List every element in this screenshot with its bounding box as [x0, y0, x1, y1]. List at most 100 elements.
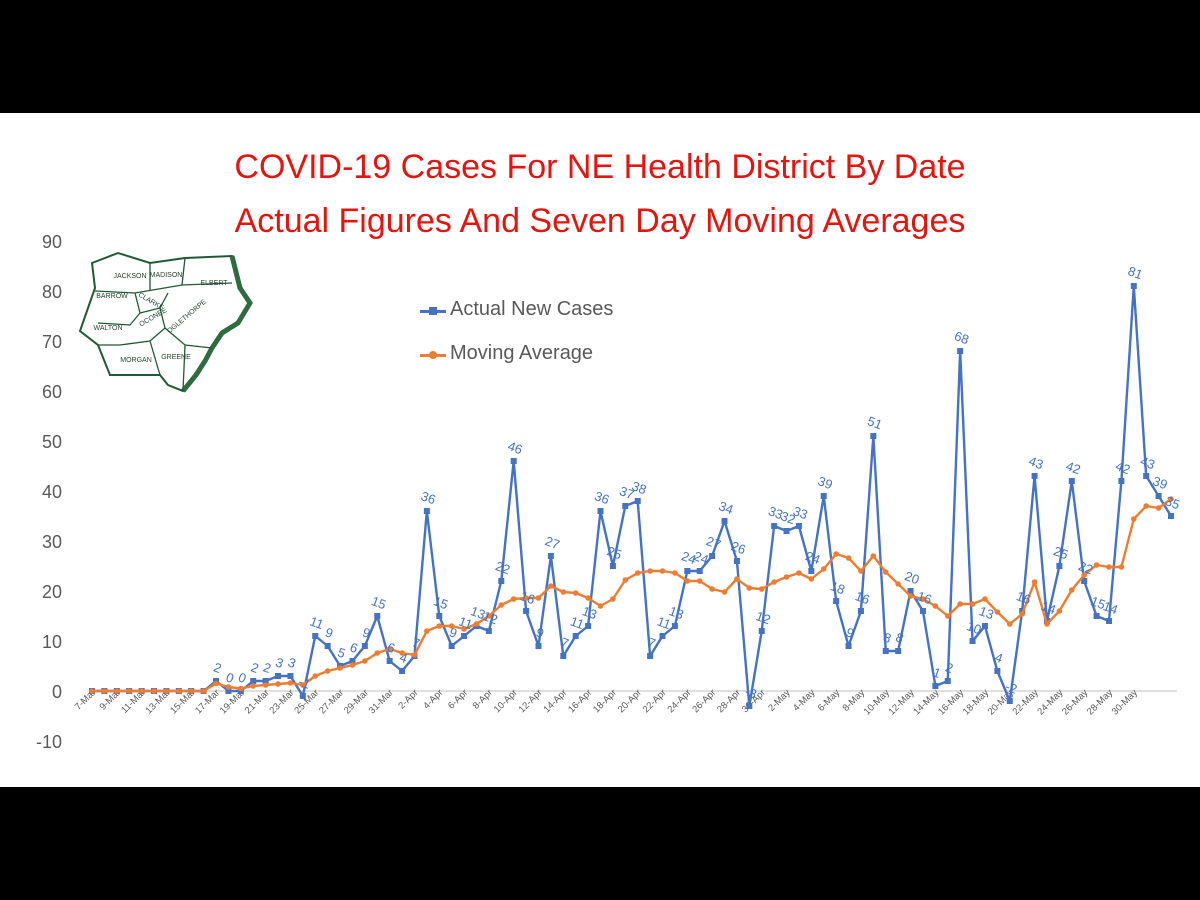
map-county-label: JACKSON [113, 273, 146, 280]
data-point-moving-average [858, 568, 864, 574]
data-point-moving-average [1068, 587, 1075, 593]
data-point-actual [461, 633, 468, 639]
ne-health-district-map [78, 251, 253, 393]
data-point-moving-average [312, 673, 319, 679]
data-point-actual [671, 623, 678, 629]
data-point-moving-average [436, 623, 443, 629]
series-line-actual [92, 284, 1173, 708]
data-label-actual: 16 [853, 588, 872, 607]
data-point-moving-average [114, 688, 120, 694]
data-point-moving-average [944, 613, 951, 619]
data-point-actual [312, 633, 319, 639]
data-label-actual: 10 [965, 618, 984, 637]
data-point-moving-average [1056, 608, 1063, 614]
data-point-actual [609, 563, 616, 569]
data-label-actual: 2 [261, 659, 273, 676]
x-tick-label: 16-Apr [566, 687, 594, 715]
data-point-moving-average [597, 603, 604, 609]
data-point-moving-average [399, 650, 405, 656]
data-label-actual: 7 [646, 634, 658, 651]
data-point-actual [436, 613, 443, 619]
data-point-moving-average [622, 577, 629, 583]
data-point-actual [957, 348, 964, 354]
chart-subtitle: Actual Figures And Seven Day Moving Aver… [234, 202, 966, 240]
data-point-moving-average [1130, 516, 1137, 522]
data-point-actual [981, 623, 988, 629]
x-tick-label: 27-Mar [317, 687, 346, 716]
x-tick-label: 24-May [1035, 687, 1065, 717]
legend-marker-moving-average [429, 351, 437, 359]
x-tick-label: 28-May [1085, 687, 1115, 717]
data-point-moving-average [1006, 621, 1013, 627]
data-point-moving-average [932, 603, 939, 609]
data-label-actual: 7 [410, 634, 422, 651]
data-label-actual: 1 [931, 664, 943, 681]
data-point-actual [1056, 563, 1063, 569]
data-point-moving-average [659, 568, 666, 574]
data-point-moving-average [895, 581, 901, 587]
data-label-actual: 36 [593, 488, 612, 507]
series-line-moving-average [92, 498, 1172, 693]
data-label-actual: 18 [828, 578, 847, 597]
data-point-actual [907, 588, 914, 594]
data-point-moving-average [287, 680, 294, 686]
data-point-actual [1168, 513, 1174, 519]
data-point-moving-average [796, 570, 802, 576]
legend-label-actual: Actual New Cases [450, 298, 614, 320]
data-point-moving-average [349, 662, 356, 668]
district-map-county-lines [94, 257, 233, 392]
y-tick-label: 60 [42, 382, 62, 402]
data-label-actual: 24 [679, 548, 698, 567]
data-label-actual: 33 [791, 503, 810, 522]
data-point-actual [684, 568, 691, 574]
data-point-actual [1068, 478, 1075, 484]
legend-label-moving-average: Moving Average [450, 342, 594, 364]
data-point-actual [535, 643, 542, 649]
data-label-actual: 34 [717, 498, 736, 517]
legend-marker-actual [429, 307, 437, 315]
data-label-actual: 42 [1114, 458, 1133, 477]
data-label-actual: 14 [1039, 598, 1058, 617]
data-point-actual [374, 613, 381, 619]
data-point-moving-average [920, 596, 926, 602]
data-label-actual: 3 [274, 654, 286, 671]
data-point-actual [262, 678, 269, 684]
data-point-actual [820, 493, 827, 499]
data-point-moving-average [771, 579, 777, 585]
data-point-moving-average [709, 586, 715, 592]
data-point-moving-average [411, 652, 418, 658]
data-point-moving-average [820, 566, 827, 572]
data-point-actual [1031, 473, 1038, 479]
data-point-moving-average [808, 576, 815, 582]
data-label-actual: 3 [286, 654, 298, 671]
data-point-moving-average [200, 688, 207, 694]
data-label-actual: 27 [543, 533, 562, 552]
data-point-actual [423, 508, 430, 514]
x-tick-label: 31-Mar [367, 687, 396, 716]
data-point-moving-average [721, 589, 728, 595]
data-label-actual: 9 [534, 624, 546, 641]
data-point-actual [659, 633, 666, 639]
data-point-moving-average [1143, 503, 1149, 509]
data-label-actual: 9 [360, 624, 372, 641]
x-tick-label: 14-May [911, 687, 941, 717]
x-tick-label: 28-Apr [715, 687, 743, 715]
data-label-actual: 6 [348, 639, 360, 656]
data-point-actual [845, 643, 852, 649]
data-point-moving-average [882, 569, 889, 575]
data-point-moving-average [225, 684, 232, 690]
data-label-actual: 4 [398, 649, 410, 666]
x-tick-label: 16-May [936, 687, 966, 717]
x-tick-label: 14-Apr [541, 687, 569, 715]
x-tick-label: 23-Mar [268, 687, 297, 716]
data-label-actual: 25 [605, 543, 624, 562]
data-point-actual [1093, 613, 1100, 619]
data-point-moving-average [362, 658, 368, 664]
data-point-moving-average [845, 555, 852, 561]
data-label-actual: -2 [1003, 679, 1019, 697]
data-label-actual: 11 [568, 613, 586, 632]
data-label-actual: 2 [249, 659, 261, 676]
data-point-actual [1130, 283, 1137, 289]
data-point-moving-average [238, 685, 244, 692]
map-county-label: BARROW [96, 293, 128, 300]
